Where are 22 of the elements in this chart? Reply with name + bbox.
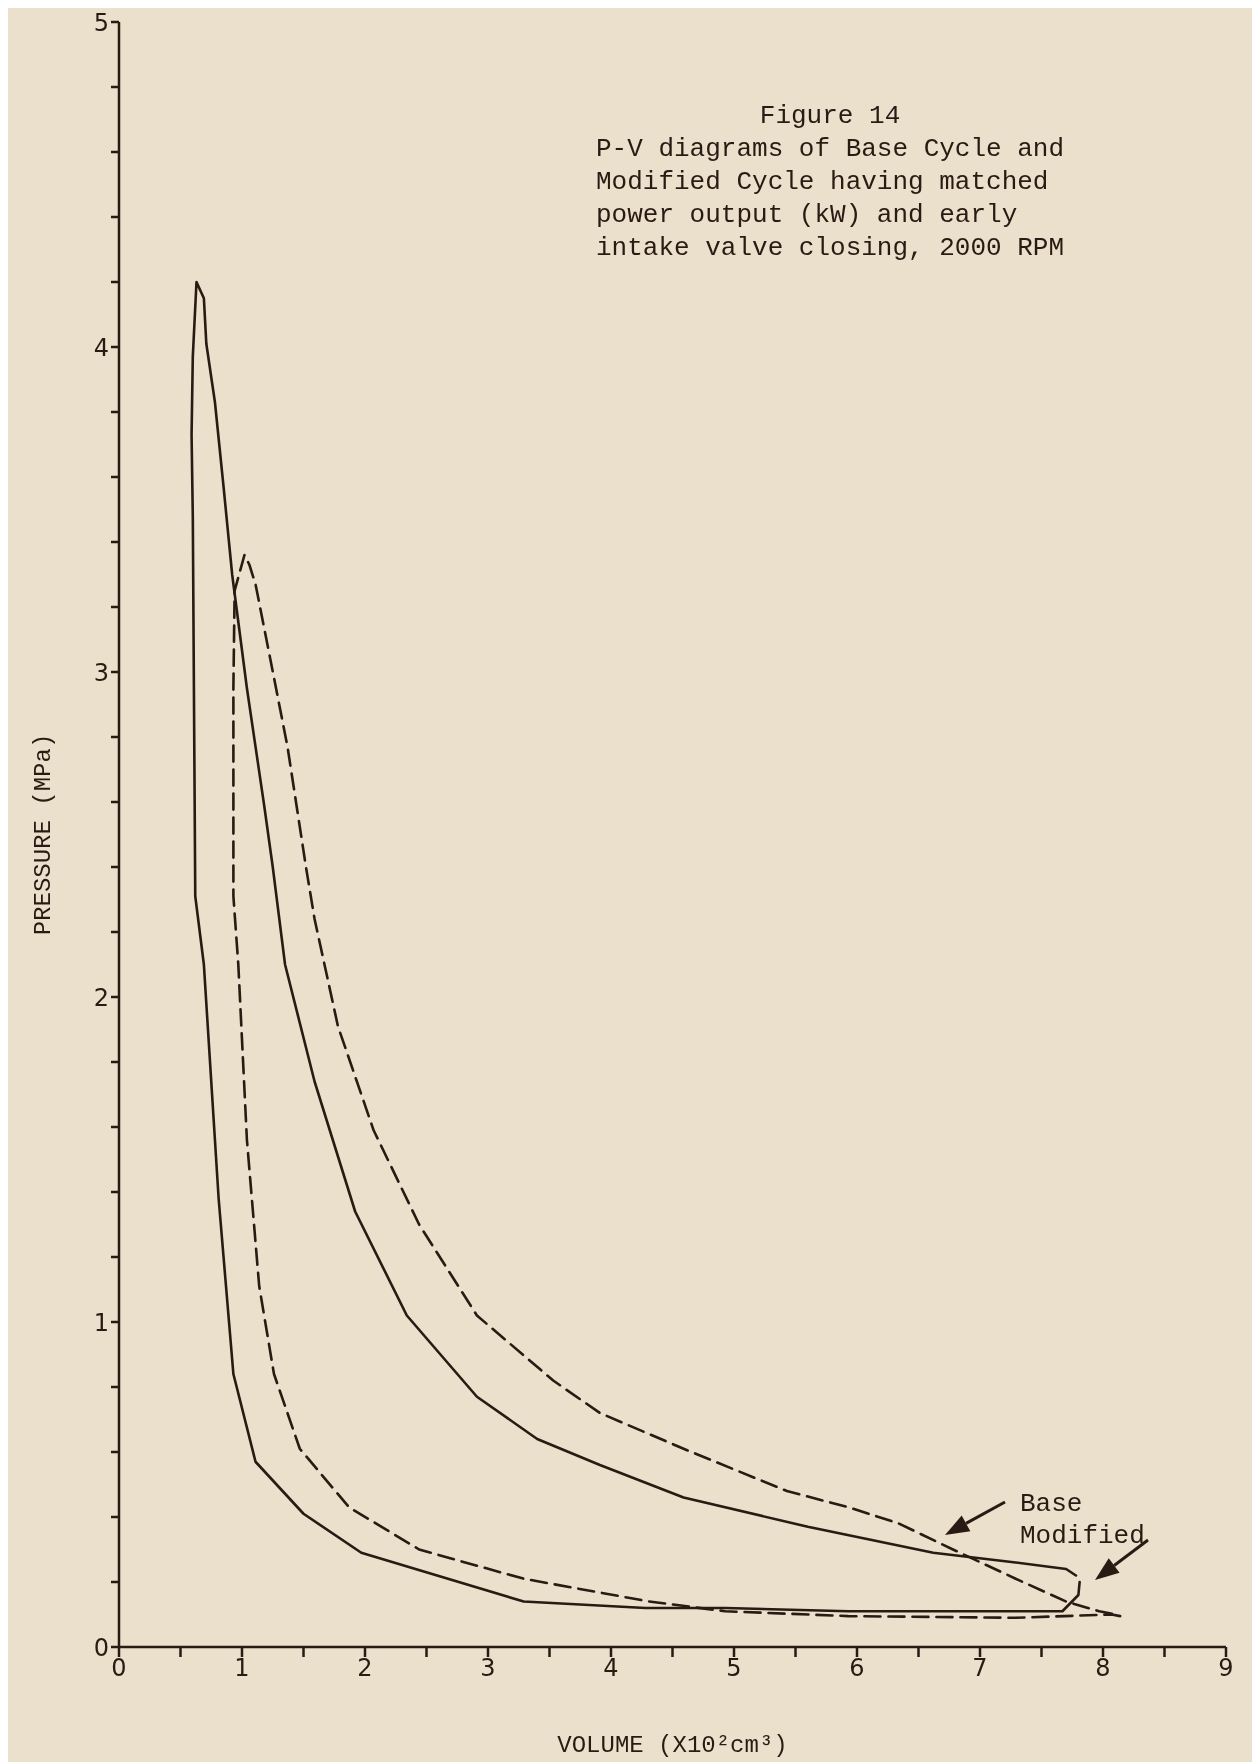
x-tick-label: 9 bbox=[1218, 1654, 1234, 1683]
x-tick-label: 2 bbox=[357, 1654, 373, 1683]
x-tick-label: 4 bbox=[603, 1654, 619, 1683]
y-tick-label: 1 bbox=[93, 1308, 109, 1337]
text: Figure 14 bbox=[758, 100, 902, 133]
x-tick-label: 1 bbox=[234, 1654, 250, 1683]
y-axis-title: PRESSURE (MPa) bbox=[29, 733, 57, 936]
annotation: Modified bbox=[1020, 1521, 1145, 1551]
x-axis-title: VOLUME (X10²cm³) bbox=[557, 1732, 788, 1759]
y-tick-label: 0 bbox=[93, 1633, 109, 1662]
y-tick-label: 2 bbox=[93, 983, 109, 1012]
x-tick-label: 3 bbox=[480, 1654, 496, 1683]
x-tick-label: 5 bbox=[726, 1654, 742, 1683]
x-tick-label: 0 bbox=[111, 1654, 127, 1683]
x-tick-label: 6 bbox=[849, 1654, 865, 1683]
text: P-V diagrams of Base Cycle and Modified Cycle having matched power output (kW) and early intake valve closing, 2000 RPM bbox=[596, 133, 1065, 265]
y-tick-label: 3 bbox=[93, 658, 109, 687]
y-tick-label: 4 bbox=[93, 333, 109, 362]
annotation: Base bbox=[1020, 1489, 1083, 1519]
y-tick-label: 5 bbox=[93, 8, 109, 37]
x-tick-label: 7 bbox=[972, 1654, 988, 1683]
x-tick-label: 8 bbox=[1095, 1654, 1111, 1683]
